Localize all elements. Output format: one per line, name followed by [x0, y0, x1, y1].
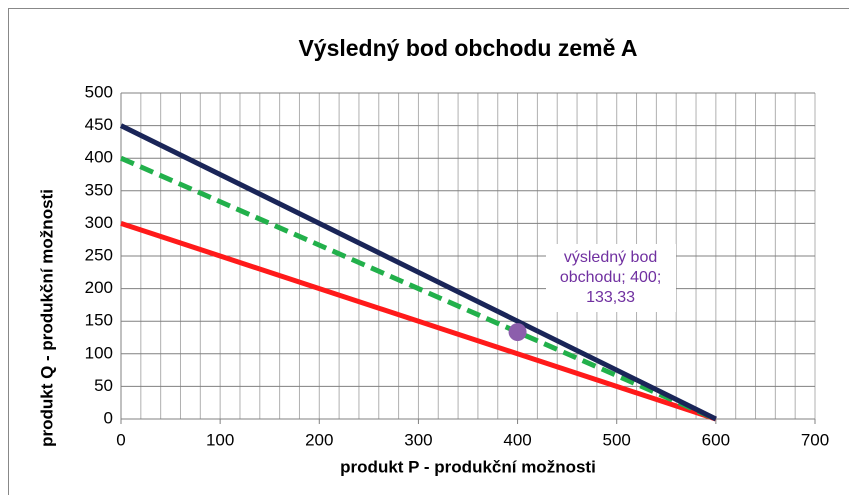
chart-title: Výsledný bod obchodu země A: [298, 35, 637, 61]
y-tick-label: 350: [85, 180, 113, 199]
x-tick-label: 200: [305, 430, 333, 449]
y-tick-label: 450: [85, 115, 113, 134]
x-tick-label: 0: [116, 430, 125, 449]
y-tick-label: 0: [104, 408, 113, 427]
x-tick-label: 300: [404, 430, 432, 449]
data-label: výsledný bod obchodu; 400; 133,33: [545, 244, 676, 313]
y-tick-label: 150: [85, 311, 113, 330]
series-line: [119, 123, 717, 422]
y-tick-label: 300: [85, 213, 113, 232]
y-tick-label: 50: [94, 376, 113, 395]
series-line: [119, 155, 717, 422]
x-tick-label: 600: [702, 430, 730, 449]
y-tick-label: 200: [85, 278, 113, 297]
y-axis-label: produkt Q - produkční možnosti: [37, 189, 56, 447]
x-tick-label: 700: [801, 430, 829, 449]
x-axis-label: produkt P - produkční možnosti: [340, 457, 596, 476]
data-point: [508, 323, 527, 342]
y-tick-label: 100: [85, 343, 113, 362]
y-tick-label: 400: [85, 148, 113, 167]
data-label-box: výsledný bod obchodu; 400; 133,33: [545, 244, 676, 313]
series-line: [120, 221, 717, 422]
chart-border: [8, 8, 849, 495]
x-tick-label: 400: [503, 430, 531, 449]
y-tick-label: 500: [85, 82, 113, 101]
x-tick-label: 100: [206, 430, 234, 449]
x-tick-label: 500: [603, 430, 631, 449]
y-tick-label: 250: [85, 245, 113, 264]
